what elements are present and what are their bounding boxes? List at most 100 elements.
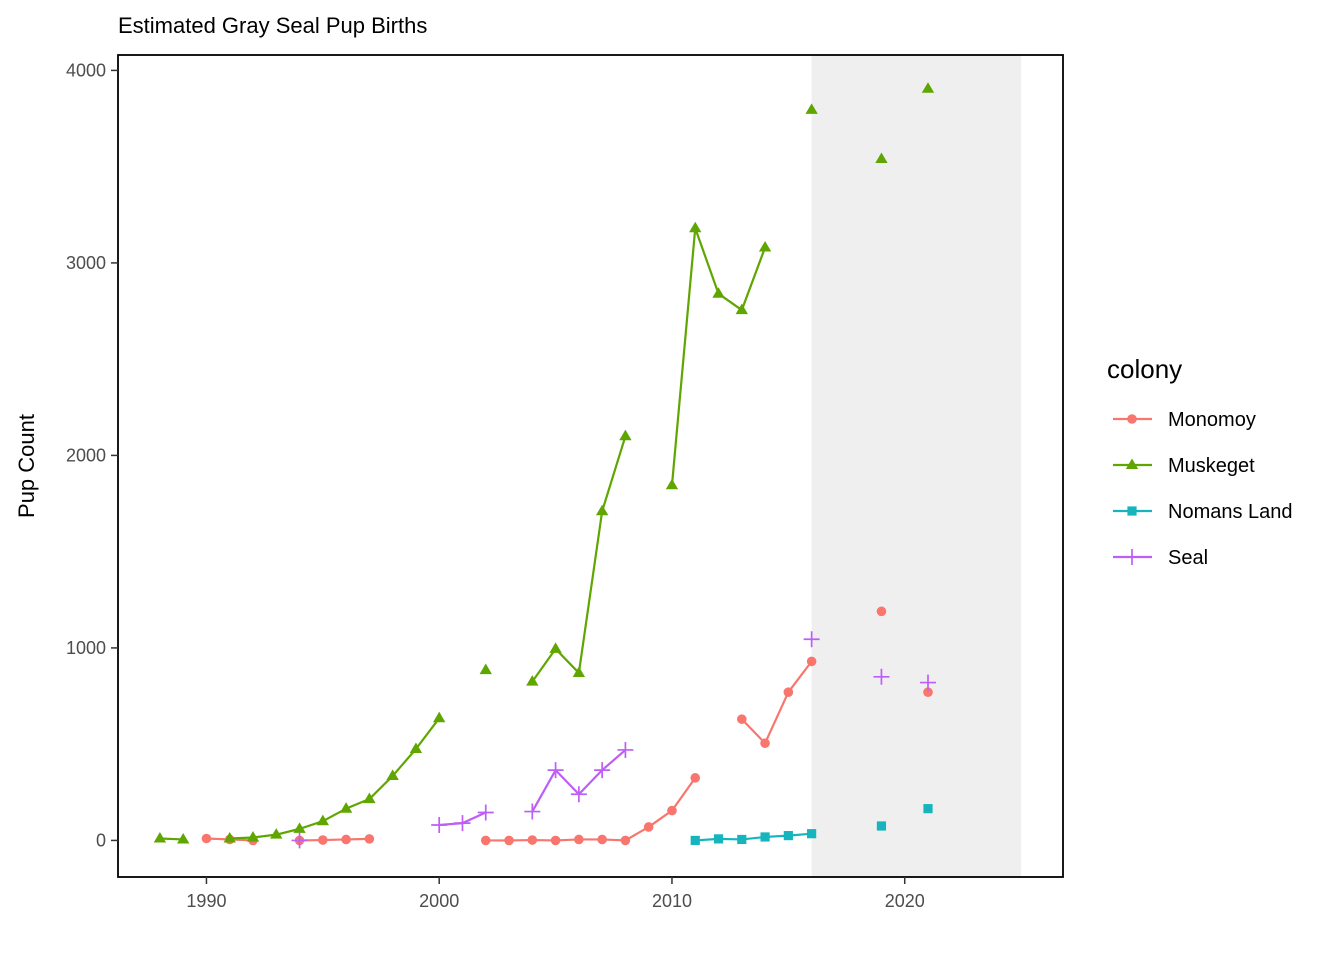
data-point-nomans-land (737, 834, 747, 845)
series-layer (153, 82, 936, 849)
data-point-muskeget (293, 822, 306, 833)
series-monomoy (201, 606, 933, 846)
legend-key-marker (1127, 414, 1137, 424)
data-point-muskeget (665, 478, 679, 490)
data-point-muskeget (363, 792, 376, 804)
series-line-muskeget (670, 227, 767, 486)
data-point-seal (431, 817, 448, 834)
y-tick-label: 3000 (66, 253, 106, 273)
series-line-seal (531, 749, 627, 813)
data-point-seal (594, 762, 611, 779)
series-muskeget (153, 82, 935, 844)
data-point-monomoy (760, 738, 770, 749)
data-point-nomans-land (807, 829, 817, 839)
data-point-muskeget (270, 828, 283, 839)
data-point-monomoy (783, 687, 794, 697)
data-point-muskeget (712, 287, 725, 298)
legend-key-marker (1127, 506, 1137, 516)
data-point-monomoy (504, 835, 514, 846)
data-point-monomoy (574, 834, 584, 845)
data-point-monomoy (620, 835, 631, 846)
series-line-monomoy (741, 660, 813, 745)
legend-title: colony (1107, 354, 1182, 384)
legend-item-monomoy: Monomoy (1113, 409, 1256, 431)
data-point-seal (547, 762, 564, 779)
data-point-monomoy (201, 833, 212, 844)
data-point-muskeget (479, 663, 492, 675)
data-point-monomoy (667, 805, 677, 816)
data-point-seal (524, 803, 541, 820)
data-point-muskeget (176, 832, 190, 844)
data-point-monomoy (527, 835, 538, 845)
data-point-monomoy (364, 834, 375, 844)
x-tick-label: 2020 (885, 891, 925, 911)
data-point-seal (454, 815, 471, 832)
series-line-muskeget (229, 717, 441, 840)
data-point-seal (570, 786, 587, 803)
data-point-muskeget (223, 831, 236, 843)
data-point-muskeget (433, 711, 446, 723)
data-point-monomoy (923, 687, 933, 697)
data-point-muskeget (758, 241, 772, 252)
data-point-monomoy (690, 773, 701, 783)
series-line-nomans-land (695, 832, 812, 842)
y-tick-label: 2000 (66, 445, 106, 465)
data-point-monomoy (318, 835, 328, 845)
data-point-seal (291, 832, 308, 849)
legend-item-nomans-land: Nomans Land (1113, 501, 1293, 523)
data-point-seal (477, 804, 494, 821)
data-point-muskeget (689, 221, 702, 233)
data-point-nomans-land (760, 832, 770, 842)
legend-label: Muskeget (1168, 455, 1255, 477)
data-point-muskeget (921, 82, 935, 93)
data-point-nomans-land (690, 835, 700, 846)
x-tick-label: 1990 (186, 891, 226, 911)
data-point-muskeget (572, 666, 586, 677)
legend-label: Seal (1168, 547, 1208, 569)
data-point-monomoy (597, 834, 607, 845)
x-axis: 1990 2000 2010 2020 (186, 877, 925, 911)
legend-key-marker (1124, 549, 1140, 565)
data-point-muskeget (153, 831, 167, 843)
y-tick-label: 1000 (66, 638, 106, 658)
legend-key-marker (1125, 458, 1139, 470)
data-point-monomoy (643, 822, 654, 832)
y-tick-label: 4000 (66, 60, 106, 80)
data-point-monomoy (806, 656, 817, 667)
data-point-nomans-land (876, 821, 887, 831)
y-axis-title: Pup Count (14, 414, 39, 518)
series-nomans-land (690, 804, 933, 846)
data-point-monomoy (550, 835, 561, 846)
data-point-seal (920, 674, 936, 691)
data-point-muskeget (595, 504, 609, 516)
data-point-muskeget (805, 103, 818, 114)
data-point-muskeget (875, 152, 888, 163)
data-point-monomoy (876, 606, 887, 617)
data-point-muskeget (409, 742, 423, 754)
data-point-muskeget (619, 429, 632, 441)
data-point-monomoy (341, 834, 351, 845)
data-point-muskeget (246, 831, 260, 842)
data-point-nomans-land (923, 804, 933, 814)
data-point-nomans-land (713, 834, 724, 844)
data-point-muskeget (549, 642, 562, 653)
data-point-monomoy (736, 714, 747, 724)
legend-item-seal: Seal (1113, 547, 1208, 569)
data-point-muskeget (339, 802, 353, 813)
data-point-seal (617, 741, 634, 758)
series-line-monomoy (299, 837, 370, 842)
chart-title: Estimated Gray Seal Pup Births (118, 13, 427, 38)
plot-panel-border (117, 54, 1064, 878)
data-point-muskeget (735, 303, 748, 315)
y-tick-label: 0 (96, 830, 106, 850)
data-point-muskeget (386, 769, 399, 780)
data-point-nomans-land (783, 831, 793, 841)
data-point-seal (873, 668, 890, 685)
data-point-seal (803, 631, 820, 648)
legend-label: Monomoy (1168, 409, 1256, 431)
shaded-region (811, 55, 1022, 877)
x-tick-label: 2010 (652, 891, 692, 911)
legend-label: Nomans Land (1168, 501, 1293, 523)
series-line-muskeget (531, 435, 627, 683)
